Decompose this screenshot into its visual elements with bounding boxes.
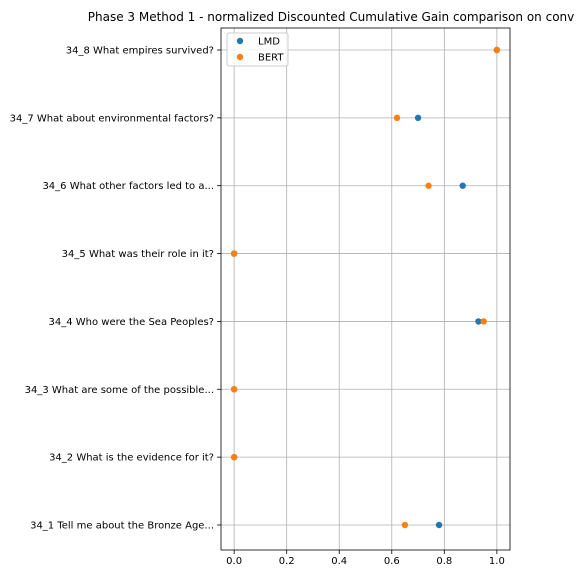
grid bbox=[221, 28, 510, 550]
y-tick-label: 34_5 What was their role in it? bbox=[62, 249, 214, 260]
point-bert-4 bbox=[480, 318, 487, 325]
point-bert-2 bbox=[230, 453, 238, 461]
x-tick-label: 0.4 bbox=[331, 556, 347, 567]
legend-marker-lmd bbox=[236, 37, 244, 45]
point-bert-7 bbox=[393, 114, 401, 122]
y-tick-label: 34_8 What empires survived? bbox=[66, 46, 214, 57]
legend-label-bert: BERT bbox=[258, 53, 284, 64]
y-tick-label: 34_7 What about environmental factors? bbox=[10, 113, 214, 124]
point-lmd-7 bbox=[414, 114, 422, 122]
plot-area-frame bbox=[220, 27, 511, 551]
point-bert-8 bbox=[493, 46, 501, 54]
x-tick-label: 0.2 bbox=[279, 556, 295, 567]
chart-title: Phase 3 Method 1 - normalized Discounted… bbox=[88, 10, 575, 24]
point-bert-3 bbox=[230, 386, 238, 393]
axis-ticks: 0.0 0.2 0.4 0.6 0.8 1.0 34_1 Tell me about the… bbox=[10, 46, 505, 568]
y-tick-label: 34_2 What is the evidence for it? bbox=[49, 453, 214, 464]
x-tick-label: 0.0 bbox=[226, 556, 242, 567]
legend-label-lmd: LMD bbox=[258, 37, 280, 48]
point-bert-6 bbox=[425, 182, 432, 189]
point-bert-5 bbox=[230, 250, 238, 257]
legend: LMD BERT bbox=[226, 32, 289, 67]
point-lmd-6 bbox=[459, 182, 466, 189]
legend-marker-bert bbox=[236, 53, 244, 61]
x-tick-label: 0.8 bbox=[436, 556, 452, 567]
y-tick-label: 34_6 What other factors led to a... bbox=[42, 181, 214, 192]
x-tick-label: 0.6 bbox=[384, 556, 400, 567]
point-bert-1 bbox=[401, 521, 409, 529]
x-tick-label: 1.0 bbox=[489, 556, 505, 567]
point-lmd-1 bbox=[435, 521, 443, 529]
y-tick-label: 34_1 Tell me about the Bronze Age... bbox=[30, 521, 214, 532]
y-tick-label: 34_4 Who were the Sea Peoples? bbox=[49, 317, 214, 328]
point-lmd-4 bbox=[475, 318, 482, 325]
data-points bbox=[230, 46, 501, 529]
y-tick-label: 34_3 What are some of the possible... bbox=[25, 385, 214, 396]
